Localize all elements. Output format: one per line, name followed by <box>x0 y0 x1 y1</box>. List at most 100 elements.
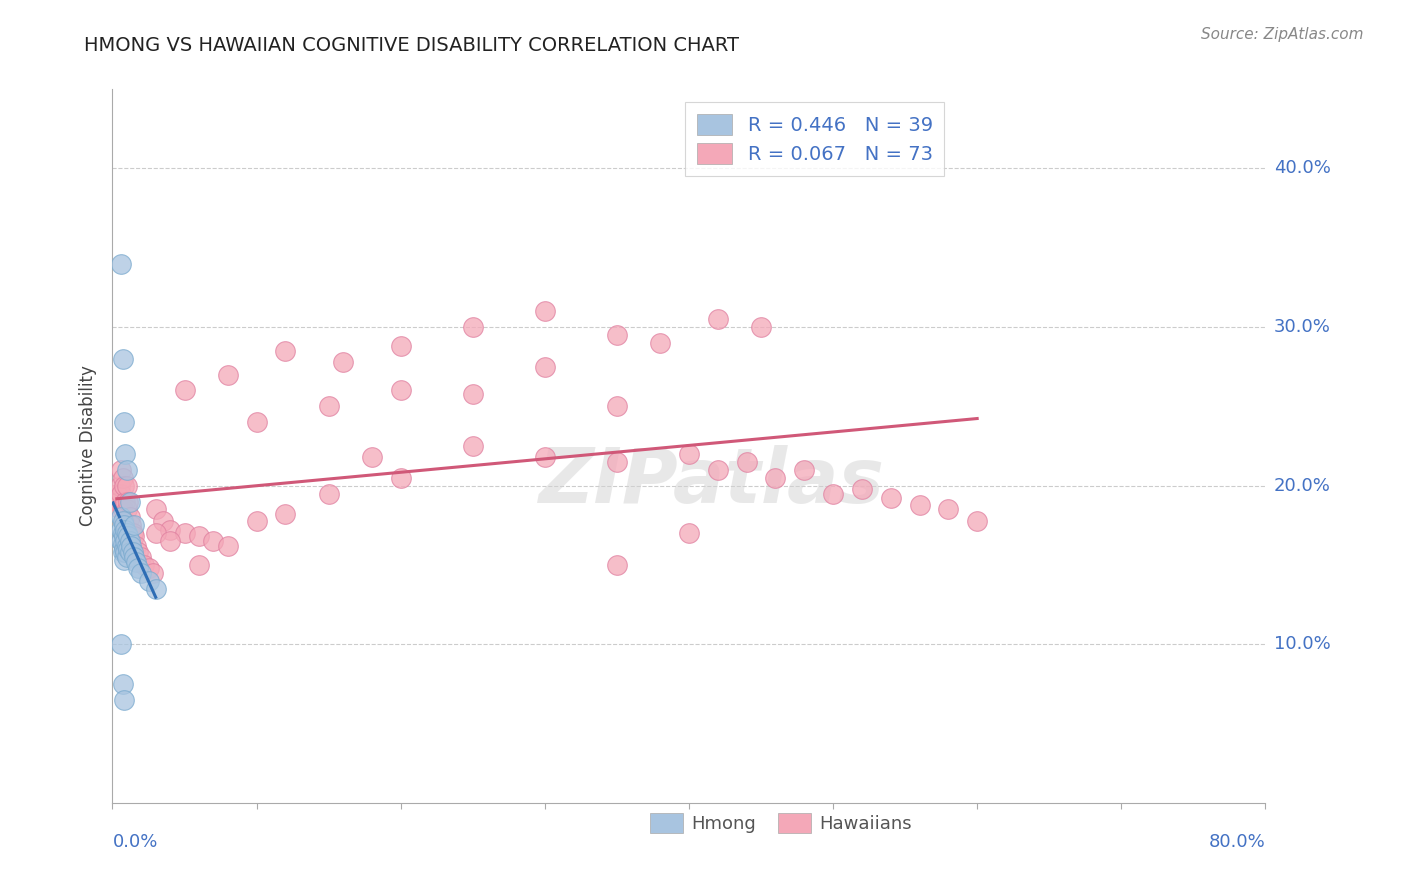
Point <box>534 359 557 374</box>
Point <box>112 553 135 567</box>
Point <box>142 566 165 580</box>
Point <box>389 384 412 398</box>
Point <box>461 439 484 453</box>
Point <box>122 529 145 543</box>
Point <box>138 574 160 588</box>
Point <box>134 558 156 572</box>
Point <box>765 471 787 485</box>
Text: 20.0%: 20.0% <box>1274 476 1330 495</box>
Point <box>534 450 557 464</box>
Point <box>606 455 628 469</box>
Text: 30.0%: 30.0% <box>1274 318 1330 336</box>
Point <box>606 400 628 414</box>
Point <box>111 537 134 551</box>
Point <box>110 510 132 524</box>
Point <box>117 494 139 508</box>
Point <box>107 494 129 508</box>
Point <box>145 502 167 516</box>
Point <box>118 534 141 549</box>
Point <box>114 545 136 559</box>
Point <box>678 526 700 541</box>
Point <box>145 582 167 596</box>
Point <box>110 534 132 549</box>
Point <box>966 514 988 528</box>
Point <box>112 518 135 533</box>
Point <box>111 502 134 516</box>
Point <box>118 510 141 524</box>
Point <box>389 471 412 485</box>
Text: 0.0%: 0.0% <box>112 833 157 851</box>
Point <box>114 523 136 537</box>
Point <box>735 455 758 469</box>
Point <box>173 384 195 398</box>
Point <box>650 335 672 350</box>
Point <box>118 545 141 559</box>
Point <box>159 534 181 549</box>
Point <box>908 498 931 512</box>
Point <box>117 542 139 557</box>
Point <box>332 355 354 369</box>
Point <box>173 526 195 541</box>
Point <box>105 486 128 500</box>
Text: ZIPatlas: ZIPatlas <box>538 445 884 518</box>
Point <box>749 320 772 334</box>
Point <box>318 486 340 500</box>
Point <box>821 486 844 500</box>
Point <box>111 526 134 541</box>
Legend: Hmong, Hawaiians: Hmong, Hawaiians <box>643 805 920 840</box>
Point <box>318 400 340 414</box>
Point <box>115 549 138 564</box>
Point <box>217 539 239 553</box>
Point <box>152 514 174 528</box>
Text: Source: ZipAtlas.com: Source: ZipAtlas.com <box>1201 27 1364 42</box>
Point <box>606 328 628 343</box>
Point <box>111 545 134 559</box>
Point <box>115 502 138 516</box>
Point <box>112 514 135 528</box>
Point <box>112 478 135 492</box>
Point <box>880 491 903 506</box>
Point <box>122 549 145 564</box>
Point <box>707 463 730 477</box>
Point <box>110 463 132 477</box>
Point <box>112 542 135 557</box>
Point <box>111 471 134 485</box>
Point <box>217 368 239 382</box>
Point <box>127 561 149 575</box>
Point <box>274 507 297 521</box>
Point <box>114 494 136 508</box>
Point <box>112 692 135 706</box>
Point <box>108 502 131 516</box>
Point <box>110 523 132 537</box>
Point <box>111 677 134 691</box>
Point <box>851 482 873 496</box>
Text: 80.0%: 80.0% <box>1209 833 1265 851</box>
Point <box>188 558 211 572</box>
Point <box>124 555 146 569</box>
Point <box>360 450 382 464</box>
Point <box>120 539 142 553</box>
Point <box>114 534 136 549</box>
Point <box>115 463 138 477</box>
Point <box>110 257 132 271</box>
Point <box>121 545 143 559</box>
Point <box>115 478 138 492</box>
Point <box>274 343 297 358</box>
Point <box>129 549 153 564</box>
Point <box>138 561 160 575</box>
Point <box>127 545 149 559</box>
Point <box>111 514 134 528</box>
Text: 40.0%: 40.0% <box>1274 160 1330 178</box>
Point <box>936 502 959 516</box>
Point <box>120 518 142 533</box>
Point <box>793 463 815 477</box>
Point <box>115 539 138 553</box>
Point <box>129 566 153 580</box>
Point <box>202 534 225 549</box>
Point <box>606 558 628 572</box>
Point <box>159 523 181 537</box>
Point <box>246 514 269 528</box>
Point <box>707 312 730 326</box>
Point <box>110 486 132 500</box>
Point <box>110 637 132 651</box>
